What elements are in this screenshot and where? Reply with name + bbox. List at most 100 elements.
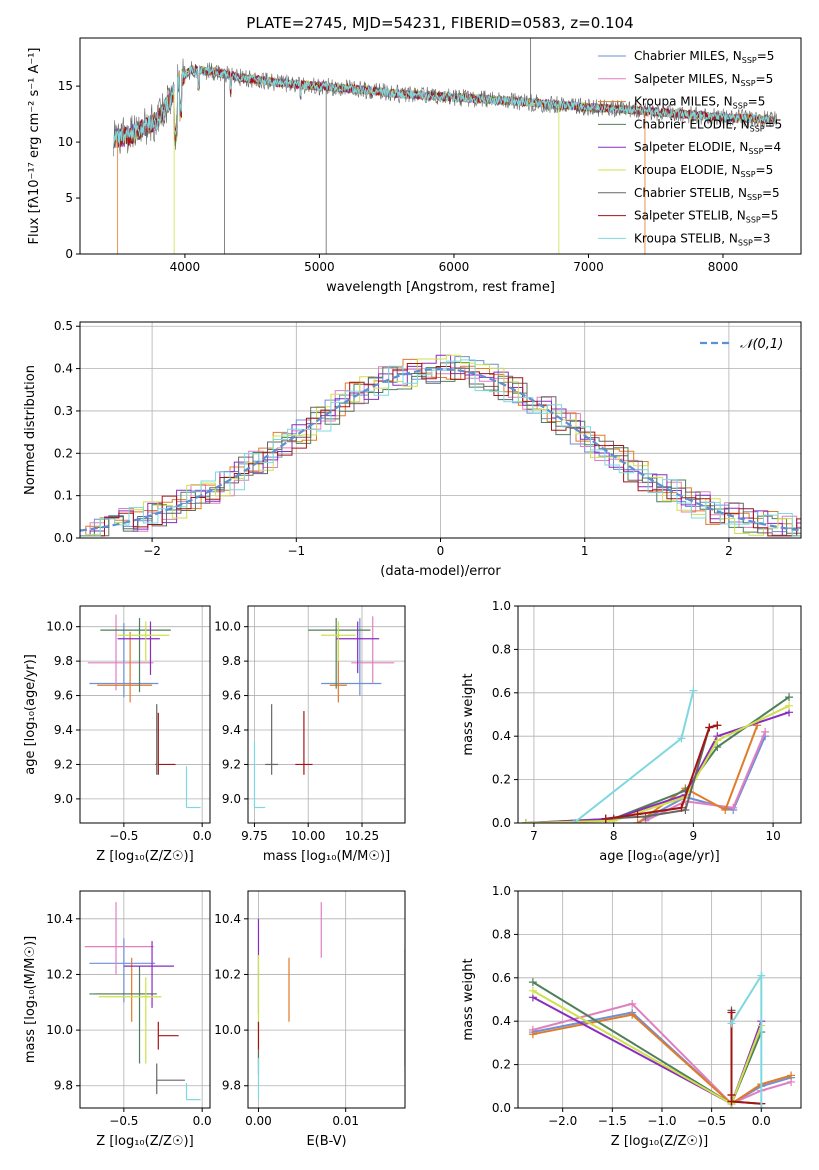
axes-frame <box>247 605 406 824</box>
weight-marker <box>785 693 794 702</box>
weight-marker <box>757 971 766 980</box>
x-axis-label: mass [log₁₀(M/M☉)] <box>263 849 390 864</box>
panel-mass-vs-Z: −0.5 0.0 9.8 10.0 10.2 10.4 Z [log₁₀(Z/Z☉)] mas… <box>23 890 212 1149</box>
weight-marker <box>633 819 642 823</box>
x-tick-label: 0.0 <box>193 1114 212 1128</box>
weight-marker <box>601 814 610 823</box>
x-axis-label: Z [log₁₀(Z/Z☉)] <box>611 1134 708 1149</box>
x-tick-label: −1 <box>287 544 305 558</box>
legend-entry: Chabrier ELODIE, NSSP=5 <box>634 117 782 133</box>
x-tick-label: −1.5 <box>598 1114 627 1128</box>
x-tick-label: 0.0 <box>193 829 212 843</box>
y-tick-label: 10.2 <box>46 967 73 981</box>
x-axis-label: age [log₁₀(age/yr)] <box>599 849 720 864</box>
y-tick-label: 0.6 <box>492 971 511 985</box>
weight-marker <box>521 819 530 823</box>
y-tick-label: 0.6 <box>492 686 511 700</box>
x-tick-label: −1.0 <box>647 1114 676 1128</box>
weight-line <box>532 989 763 1106</box>
plot-area <box>84 902 201 1101</box>
weight-marker <box>528 986 537 995</box>
x-axis-label: Z [log₁₀(Z/Z☉)] <box>96 1134 193 1149</box>
legend-entry: Kroupa STELIB, NSSP=3 <box>634 231 771 247</box>
x-tick-label: 9 <box>690 829 698 843</box>
gaussian-curve <box>80 367 801 532</box>
weight-marker <box>729 803 738 812</box>
y-tick-label: 9.8 <box>54 654 73 668</box>
y-axis-label: Normed distribution <box>23 365 38 495</box>
y-axis-label: age [log₁₀(age/yr)] <box>23 654 38 775</box>
y-tick-label: 9.8 <box>222 654 241 668</box>
weight-marker <box>705 723 714 732</box>
panel-residuals: −2 −1 0 1 2 0.0 0.1 0.2 0.3 0.4 0.5 (data-model)/er… <box>23 319 802 579</box>
weight-marker <box>785 701 794 710</box>
weight-marker <box>677 803 686 812</box>
weight-line <box>532 996 763 1106</box>
y-tick-label: 9.6 <box>54 689 73 703</box>
y-tick-label: 0.2 <box>54 446 73 460</box>
x-tick-label: 0.00 <box>245 1114 272 1128</box>
legend-entry: Kroupa MILES, NSSP=5 <box>634 95 765 111</box>
axes-frame <box>517 890 802 1109</box>
weight-marker <box>721 805 730 814</box>
weight-marker <box>569 819 578 823</box>
plot-area <box>528 971 796 1108</box>
figure-title: PLATE=2745, MJD=54231, FIBERID=0583, z=0… <box>246 14 633 32</box>
y-tick-label: 10 <box>58 135 73 149</box>
weight-marker <box>757 1104 766 1108</box>
x-tick-label: 10.25 <box>345 829 379 843</box>
y-axis-label: mass [log₁₀(M/M☉)] <box>23 936 38 1063</box>
histogram-step <box>80 358 801 537</box>
x-tick-label: 7 <box>530 829 538 843</box>
y-tick-label: 9.2 <box>222 757 241 771</box>
y-axis-label: mass weight <box>461 958 476 1040</box>
y-tick-label: 0.0 <box>492 816 511 830</box>
weight-marker <box>787 1071 796 1080</box>
weight-marker <box>628 999 637 1008</box>
y-tick-label: 15 <box>58 79 73 93</box>
weight-marker <box>761 727 770 736</box>
weight-marker <box>713 721 722 730</box>
plot-area <box>257 902 405 1100</box>
x-tick-label: 0.0 <box>752 1114 771 1128</box>
y-tick-label: 0.0 <box>54 531 73 545</box>
weight-line <box>532 981 763 1106</box>
axes-frame <box>79 605 211 824</box>
x-tick-label: 0.01 <box>332 1114 359 1128</box>
weight-marker <box>633 810 642 819</box>
y-tick-label: 10.0 <box>46 1023 73 1037</box>
weight-marker <box>727 1097 736 1106</box>
plot-area <box>521 686 794 823</box>
plot-area <box>253 616 395 809</box>
y-tick-label: 1.0 <box>492 884 511 898</box>
weight-marker <box>628 1010 637 1019</box>
axes-frame <box>517 605 802 824</box>
y-tick-label: 0.8 <box>492 642 511 656</box>
axes-frame <box>79 890 211 1109</box>
weight-marker <box>677 734 686 743</box>
x-tick-label: 6000 <box>439 260 470 274</box>
x-tick-label: 5000 <box>304 260 335 274</box>
y-tick-label: 0.4 <box>492 1014 511 1028</box>
x-tick-label: 7000 <box>573 260 604 274</box>
panel-massweight-vs-age: 7 8 9 10 0.0 0.2 0.4 0.6 0.8 1.0 age [log₁₀(age/yr… <box>461 599 802 864</box>
y-tick-label: 10.0 <box>214 620 241 634</box>
y-tick-label: 0.4 <box>492 729 511 743</box>
weight-marker <box>713 736 722 745</box>
y-tick-label: 9.8 <box>222 1079 241 1093</box>
y-tick-label: 10.0 <box>214 1023 241 1037</box>
y-tick-label: 9.8 <box>54 1079 73 1093</box>
x-tick-label: 0 <box>437 544 445 558</box>
y-axis-label: Flux [fλ10⁻¹⁷ erg cm⁻² s⁻¹ A⁻¹] <box>27 48 42 245</box>
legend-entry: Chabrier MILES, NSSP=5 <box>634 49 774 65</box>
y-tick-label: 9.4 <box>222 723 241 737</box>
panel-massweight-vs-Z: −2.0 −1.5 −1.0 −0.5 0.0 0.0 0.2 0.4 0.6 0.8 1.0 Z [… <box>461 884 802 1149</box>
y-tick-label: 9.6 <box>222 689 241 703</box>
x-tick-label: 10 <box>765 829 780 843</box>
y-tick-label: 9.4 <box>54 723 73 737</box>
x-tick-label: 8 <box>610 829 618 843</box>
legend-entry: 𝒩(0,1) <box>740 337 783 352</box>
histogram-step <box>80 362 801 537</box>
